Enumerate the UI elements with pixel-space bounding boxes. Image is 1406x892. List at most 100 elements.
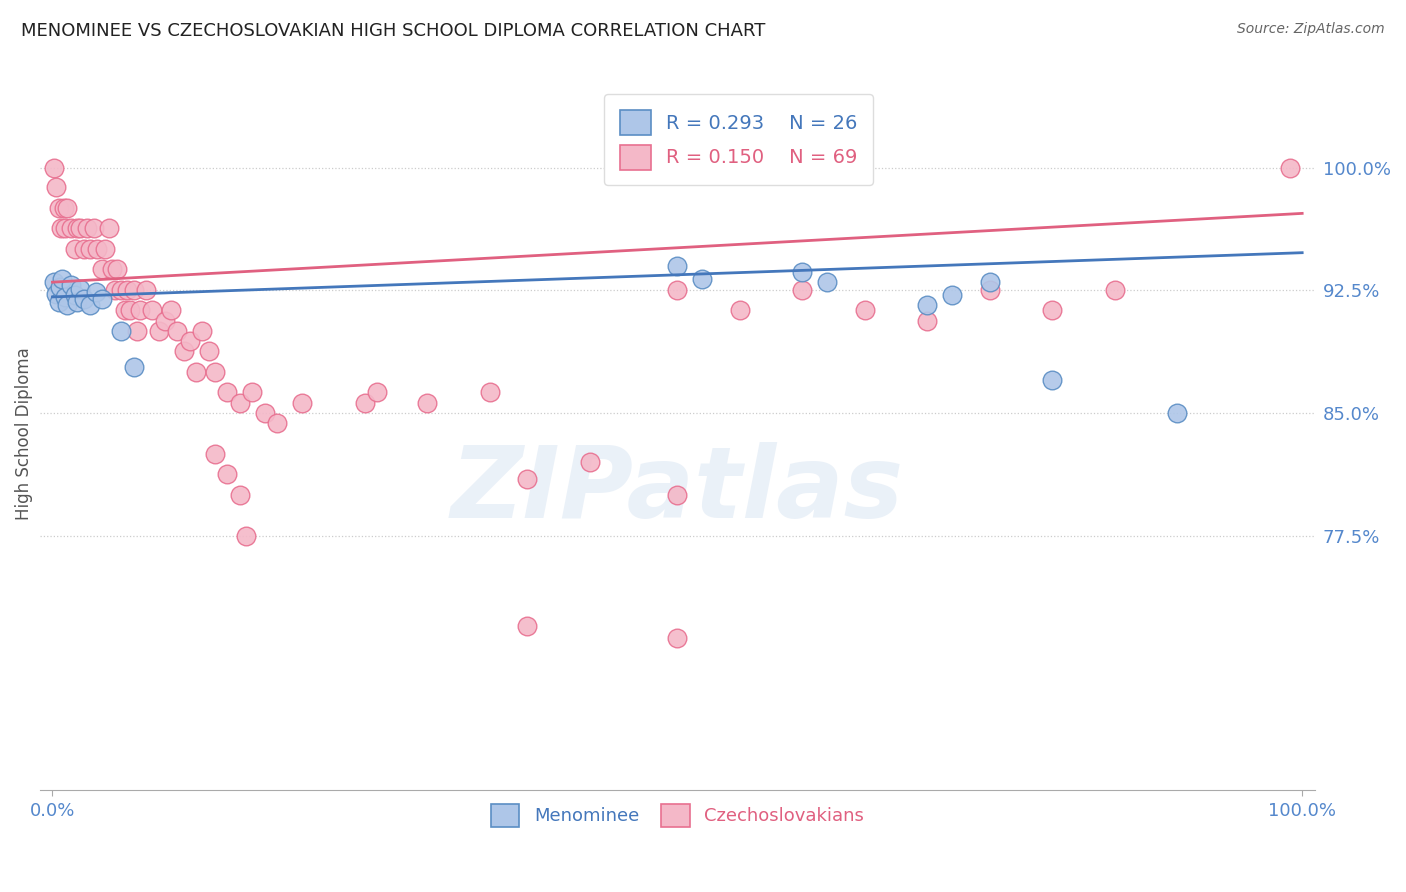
Point (118, 303, 141, 318)
Point (84, 285, 107, 299)
Point (160, 303, 183, 318)
Point (516, 619, 538, 633)
Point (117, 284, 139, 298)
Point (666, 631, 689, 645)
Point (915, 314, 938, 328)
Point (141, 303, 163, 318)
Point (229, 488, 252, 502)
Point (1166, 406, 1188, 420)
Point (42, 161, 65, 175)
Text: Source: ZipAtlas.com: Source: ZipAtlas.com (1237, 22, 1385, 37)
Point (73, 243, 96, 257)
Point (94, 243, 117, 257)
Point (478, 384, 501, 399)
Point (173, 343, 195, 358)
Point (148, 324, 170, 338)
Point (73, 292, 96, 306)
Point (60, 278, 83, 293)
Point (86, 243, 108, 257)
Point (915, 298, 938, 312)
Point (127, 324, 149, 338)
Point (979, 284, 1001, 298)
Point (815, 275, 838, 289)
Point (52, 202, 75, 216)
Point (242, 384, 264, 399)
Point (45, 286, 67, 301)
Point (42, 275, 65, 289)
Point (197, 343, 219, 358)
Point (153, 314, 176, 328)
Point (48, 294, 70, 309)
Text: ZIPatlas: ZIPatlas (451, 442, 904, 539)
Point (217, 467, 239, 481)
Point (416, 396, 439, 410)
Point (122, 360, 145, 375)
Point (91, 262, 114, 277)
Point (253, 406, 276, 420)
Point (76, 221, 98, 235)
Point (129, 303, 152, 318)
Point (79, 298, 101, 312)
Point (853, 303, 876, 318)
Point (191, 324, 214, 338)
Y-axis label: High School Diploma: High School Diploma (15, 347, 32, 520)
Point (53, 290, 76, 304)
Point (66, 294, 89, 309)
Point (48, 202, 70, 216)
Point (69, 221, 91, 235)
Point (91, 292, 114, 306)
Point (229, 396, 252, 410)
Point (60, 221, 83, 235)
Point (107, 262, 129, 277)
Point (66, 221, 89, 235)
Point (366, 384, 388, 399)
Point (1040, 374, 1063, 388)
Point (114, 303, 136, 318)
Point (1278, 161, 1301, 175)
Point (97, 221, 120, 235)
Point (235, 529, 257, 543)
Point (979, 275, 1001, 289)
Point (204, 365, 226, 379)
Point (186, 365, 208, 379)
Point (666, 488, 689, 502)
Point (101, 262, 124, 277)
Legend: Menominee, Czechoslovakians: Menominee, Czechoslovakians (484, 797, 872, 834)
Text: MENOMINEE VS CZECHOSLOVAKIAN HIGH SCHOOL DIPLOMA CORRELATION CHART: MENOMINEE VS CZECHOSLOVAKIAN HIGH SCHOOL… (21, 22, 765, 40)
Point (204, 447, 226, 461)
Point (51, 221, 73, 235)
Point (728, 303, 751, 318)
Point (217, 384, 239, 399)
Point (53, 221, 76, 235)
Point (63, 288, 86, 302)
Point (83, 221, 105, 235)
Point (666, 259, 689, 273)
Point (49, 280, 72, 294)
Point (166, 324, 188, 338)
Point (941, 288, 963, 302)
Point (51, 272, 73, 286)
Point (56, 202, 79, 216)
Point (45, 180, 67, 194)
Point (666, 284, 689, 298)
Point (122, 284, 145, 298)
Point (354, 396, 377, 410)
Point (516, 472, 538, 486)
Point (110, 284, 132, 298)
Point (104, 284, 127, 298)
Point (579, 455, 602, 469)
Point (1104, 284, 1126, 298)
Point (792, 284, 814, 298)
Point (63, 243, 86, 257)
Point (179, 334, 201, 348)
Point (266, 416, 288, 430)
Point (792, 265, 814, 279)
Point (135, 284, 157, 298)
Point (56, 298, 79, 312)
Point (291, 396, 314, 410)
Point (692, 272, 714, 286)
Point (69, 282, 91, 296)
Point (1040, 303, 1063, 318)
Point (110, 324, 132, 338)
Point (79, 243, 101, 257)
